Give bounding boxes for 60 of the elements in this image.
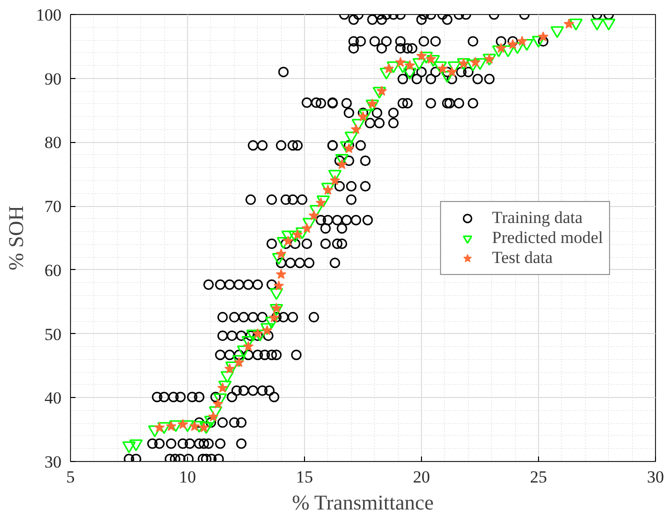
- point: [274, 280, 284, 290]
- y-axis-title: % SOH: [4, 206, 28, 270]
- x-tick-label: 5: [66, 468, 75, 486]
- point: [437, 63, 448, 74]
- point: [336, 159, 348, 170]
- point: [271, 302, 282, 313]
- point: [268, 312, 280, 322]
- point: [208, 411, 218, 422]
- point: [404, 60, 416, 70]
- x-axis-title: % Transmittance: [292, 490, 434, 514]
- x-tick-label: 25: [530, 468, 547, 486]
- point: [189, 420, 200, 431]
- point: [508, 39, 518, 50]
- point: [292, 229, 303, 240]
- x-tick-label: 15: [296, 468, 313, 486]
- point: [316, 197, 326, 208]
- point: [217, 382, 228, 393]
- point: [276, 248, 286, 259]
- point: [383, 63, 394, 74]
- point: [166, 420, 176, 431]
- y-tick-label: 50: [44, 324, 62, 344]
- point: [252, 328, 263, 338]
- legend-label: Predicted model: [492, 228, 603, 248]
- point: [516, 36, 528, 46]
- point: [496, 42, 506, 53]
- y-tick-label: 30: [44, 452, 62, 472]
- point: [350, 124, 362, 134]
- point: [178, 418, 188, 430]
- point: [154, 422, 165, 432]
- y-tick-label: 100: [36, 6, 62, 24]
- y-tick-label: 60: [44, 260, 62, 280]
- point: [538, 31, 548, 42]
- y-tick-label: 90: [44, 69, 62, 88]
- point: [330, 175, 340, 186]
- point: [282, 236, 294, 246]
- point: [302, 222, 312, 233]
- point: [308, 210, 320, 220]
- point: [470, 56, 481, 67]
- point: [367, 98, 378, 108]
- y-tick-label: 40: [44, 388, 62, 408]
- point: [344, 143, 354, 154]
- point: [376, 86, 387, 96]
- legend-label: Test data: [492, 248, 553, 268]
- point: [416, 50, 427, 61]
- point: [276, 268, 286, 279]
- point: [224, 363, 235, 374]
- y-tick-label: 70: [44, 197, 62, 216]
- point: [198, 422, 210, 432]
- point: [564, 18, 574, 29]
- point: [395, 56, 406, 67]
- point: [446, 66, 458, 77]
- point: [243, 341, 254, 352]
- point: [212, 398, 224, 409]
- point: [426, 54, 436, 64]
- point: [358, 111, 368, 122]
- legend-label: Training data: [492, 208, 583, 228]
- x-tick-label: 10: [179, 468, 196, 486]
- x-tick-label: 30: [647, 468, 664, 486]
- x-tick-label: 20: [413, 468, 430, 486]
- y-tick-label: 80: [44, 133, 62, 152]
